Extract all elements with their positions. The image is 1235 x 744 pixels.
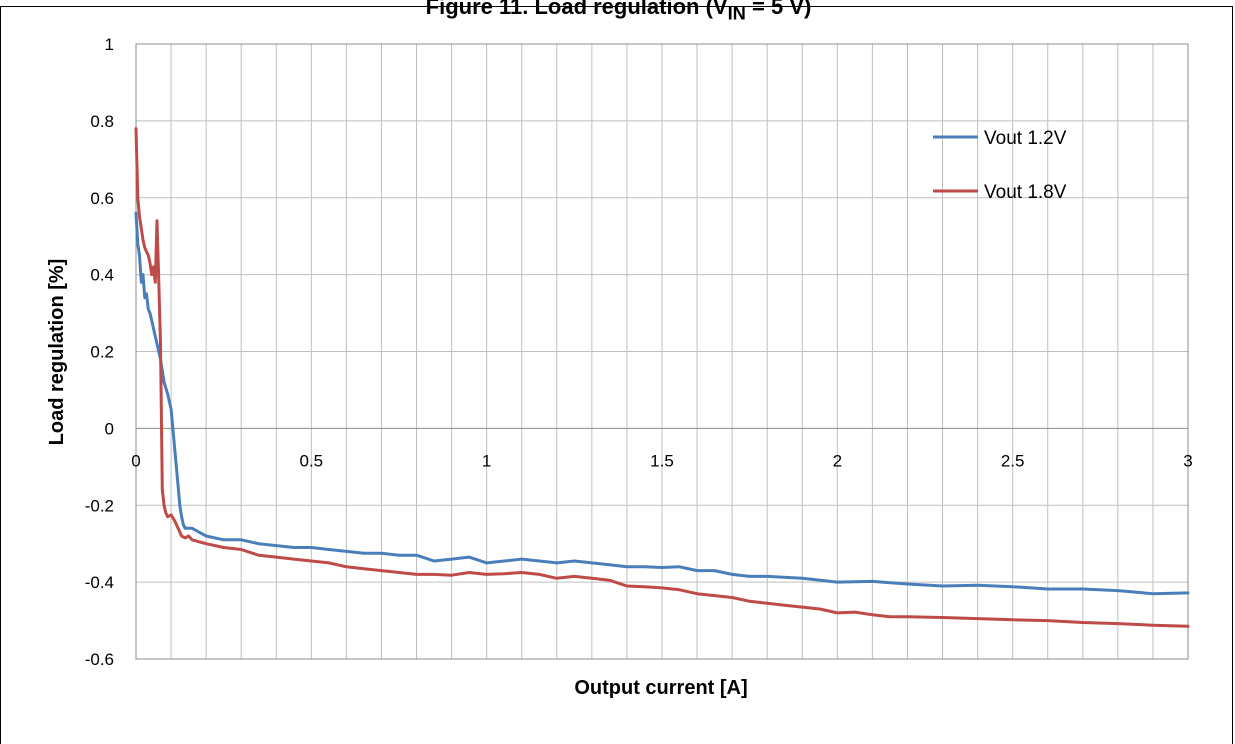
y-tick-label: 0.2 <box>90 343 114 362</box>
x-tick-label: 1 <box>482 451 491 470</box>
y-tick-label: 0 <box>105 419 114 438</box>
series-layer <box>134 127 1190 628</box>
plot-border <box>135 43 1189 660</box>
y-axis-title: Load regulation [%] <box>46 259 68 446</box>
chart-title: Figure 11. Load regulation (VIN = 5 V) <box>425 0 812 24</box>
plot-area-border <box>135 43 1189 660</box>
legend-label: Vout 1.2V <box>984 128 1067 149</box>
x-tick-label: 2 <box>833 451 842 470</box>
y-tick-label: -0.2 <box>85 496 114 515</box>
x-tick-label: 0 <box>131 451 140 470</box>
x-tick-label: 1.5 <box>650 451 674 470</box>
y-tick-label: 0.4 <box>90 266 114 285</box>
series-line-vout-1-8v <box>134 127 1190 628</box>
y-tick-label: -0.4 <box>85 573 114 592</box>
y-tick-labels: -0.6 -0.4 -0.2 0 0.2 0.4 0.6 0.8 1 <box>85 35 114 669</box>
x-tick-label: 0.5 <box>300 451 324 470</box>
x-tick-label: 3 <box>1183 451 1192 470</box>
x-tick-label: 2.5 <box>1001 451 1025 470</box>
series-line-vout-1-2v <box>134 211 1190 596</box>
legend-label: Vout 1.8V <box>984 182 1067 203</box>
y-tick-label: 0.6 <box>90 189 114 208</box>
legend: Vout 1.2V Vout 1.8V <box>933 128 1067 203</box>
x-tick-labels: 0 0.5 1 1.5 2 2.5 3 <box>131 451 1192 470</box>
y-tick-label: 1 <box>105 35 114 54</box>
y-tick-label: -0.6 <box>85 650 114 669</box>
x-axis-title: Output current [A] <box>574 677 747 699</box>
y-tick-label: 0.8 <box>90 112 114 131</box>
